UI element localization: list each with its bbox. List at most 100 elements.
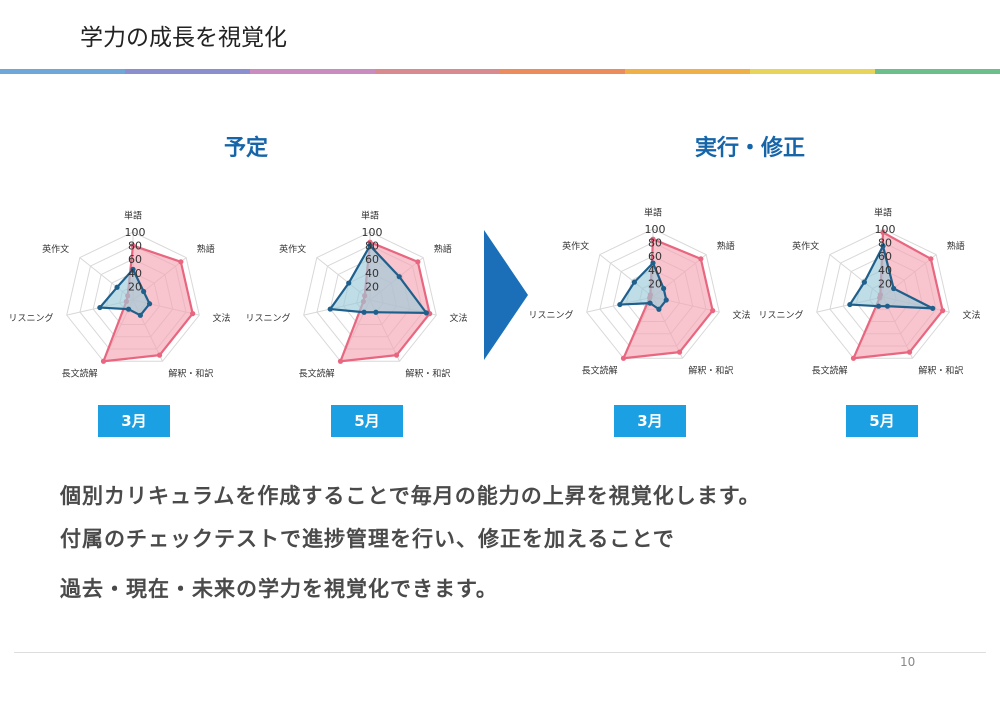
data-point-actual xyxy=(361,309,367,315)
rainbow-segment xyxy=(625,69,750,74)
data-point-actual xyxy=(663,297,669,303)
axis-label: 解釈・和訳 xyxy=(688,365,733,377)
data-point-plan xyxy=(190,311,196,317)
data-point-plan xyxy=(415,259,421,265)
axis-label: リスニング xyxy=(8,312,53,324)
data-point-actual xyxy=(647,300,653,306)
axis-label: 解釈・和訳 xyxy=(168,368,213,380)
tick-label: 100 xyxy=(875,223,896,236)
data-point-plan xyxy=(337,358,344,364)
axis-label: 文法 xyxy=(213,312,231,324)
data-point-actual xyxy=(423,310,429,316)
rainbow-segment xyxy=(250,69,375,74)
data-point-actual xyxy=(930,305,936,311)
data-point-actual xyxy=(373,309,379,315)
radar-chart-actual-may: 100 80 60 40 20 単語 熟語 文法 解釈・和訳 長文読解 リスニング 英作文 xyxy=(758,202,1000,402)
data-point-actual xyxy=(617,301,623,308)
axis-label: 熟語 xyxy=(947,240,965,252)
data-point-actual xyxy=(396,274,402,280)
rainbow-segment xyxy=(500,69,625,74)
grid-ring xyxy=(303,231,437,362)
tick-label: 60 xyxy=(365,253,379,266)
radar-chart-actual-march: 100 80 60 40 20 単語 熟語 文法 解釈・和訳 長文読解 リスニング 英作文 xyxy=(528,202,775,402)
page-number: 10 xyxy=(900,655,916,669)
data-point-actual xyxy=(661,285,667,292)
radar-chart-plan-may: 100 80 60 40 20 単語 熟語 文法 解釈・和訳 長文読解 リスニング 英作文 xyxy=(245,205,492,405)
data-point-plan xyxy=(850,355,857,361)
axis-label: 文法 xyxy=(450,312,468,324)
axis-label: 英作文 xyxy=(279,243,306,255)
data-point-actual xyxy=(631,279,637,285)
data-point-actual xyxy=(656,306,662,312)
rainbow-segment xyxy=(375,69,500,74)
description-line-2: 付属のチェックテストで進捗管理を行い、修正を加えることで xyxy=(60,527,675,551)
tick-label: 40 xyxy=(365,267,379,280)
data-point-plan xyxy=(928,256,934,262)
tick-label: 80 xyxy=(878,237,892,250)
tick-label: 20 xyxy=(878,277,892,290)
series-area-actual xyxy=(848,244,934,310)
axis-label: 長文読解 xyxy=(582,365,618,377)
data-point-actual xyxy=(880,243,886,249)
data-point-actual xyxy=(875,303,882,309)
data-point-actual xyxy=(141,288,147,295)
data-point-actual xyxy=(650,260,656,266)
data-point-plan xyxy=(130,243,136,249)
data-point-plan xyxy=(393,352,400,358)
description-line-1: 個別カリキュラムを作成することで毎月の能力の上昇を視覚化します。 xyxy=(60,484,761,508)
axis-label: 長文読解 xyxy=(812,365,848,377)
grid-ring xyxy=(66,231,200,362)
data-point-actual xyxy=(891,285,897,292)
tick-label: 80 xyxy=(648,237,662,250)
axis-label: 英作文 xyxy=(42,243,69,255)
rainbow-segment xyxy=(875,69,1000,74)
actual-section-title: 実行・修正 xyxy=(694,136,805,161)
axis-label: 英作文 xyxy=(792,240,819,252)
tick-label: 60 xyxy=(128,253,142,266)
data-point-actual xyxy=(125,306,132,312)
data-point-actual xyxy=(346,280,352,286)
tick-label: 100 xyxy=(362,226,383,239)
tick-label: 60 xyxy=(648,250,662,263)
footer-divider xyxy=(14,652,986,653)
slide-title: 学力の成長を視覚化 xyxy=(80,25,287,51)
data-point-plan xyxy=(698,256,704,262)
tick-label: 20 xyxy=(128,280,142,293)
data-point-plan xyxy=(676,349,683,355)
tick-label: 20 xyxy=(365,280,379,293)
data-point-actual xyxy=(861,279,867,285)
rainbow-segment xyxy=(0,69,125,74)
data-point-plan xyxy=(710,308,716,314)
tick-label: 40 xyxy=(648,264,662,277)
data-point-actual xyxy=(137,312,143,318)
month-badge-plan-march: 3月 xyxy=(98,405,170,437)
data-point-actual xyxy=(130,266,136,272)
tick-label: 100 xyxy=(645,223,666,236)
tick-label: 40 xyxy=(878,264,892,277)
month-badge-actual-may: 5月 xyxy=(846,405,918,437)
tick-label: 100 xyxy=(125,226,146,239)
tick-label: 60 xyxy=(878,250,892,263)
grid-ring xyxy=(816,228,950,359)
tick-label: 40 xyxy=(128,267,142,280)
month-badge-actual-march: 3月 xyxy=(614,405,686,437)
axis-label: 解釈・和訳 xyxy=(405,368,450,380)
axis-label: 英作文 xyxy=(562,240,589,252)
axis-label: 文法 xyxy=(963,309,981,321)
axis-label: 長文読解 xyxy=(62,368,98,380)
axis-label: 単語 xyxy=(361,209,379,221)
axis-label: 文法 xyxy=(733,309,751,321)
data-point-actual xyxy=(146,301,153,307)
tick-label: 80 xyxy=(365,240,379,253)
rainbow-divider xyxy=(0,69,1000,74)
rainbow-segment xyxy=(125,69,250,74)
grid-ring xyxy=(586,228,720,359)
data-point-plan xyxy=(100,358,107,364)
axis-label: 単語 xyxy=(874,206,892,218)
data-point-plan xyxy=(880,229,886,235)
axis-label: 単語 xyxy=(124,209,142,221)
rainbow-segment xyxy=(750,69,875,74)
axis-label: 長文読解 xyxy=(299,368,335,380)
data-point-plan xyxy=(940,308,946,314)
data-point-plan xyxy=(178,259,184,265)
